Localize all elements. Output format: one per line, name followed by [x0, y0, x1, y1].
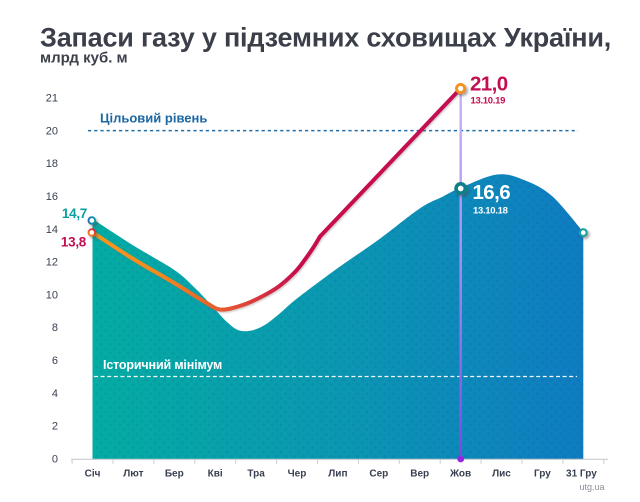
svg-text:14: 14: [46, 224, 58, 236]
svg-text:Жов: Жов: [449, 469, 471, 480]
svg-text:Тра: Тра: [247, 469, 265, 480]
svg-text:4: 4: [52, 388, 58, 400]
svg-text:21,0: 21,0: [470, 73, 508, 96]
svg-text:Гру: Гру: [534, 469, 551, 480]
svg-text:utg.ua: utg.ua: [579, 482, 604, 492]
svg-text:млрд куб. м: млрд куб. м: [40, 50, 128, 67]
svg-text:18: 18: [46, 158, 58, 170]
svg-text:16: 16: [46, 191, 58, 203]
svg-text:Лют: Лют: [123, 469, 143, 480]
svg-text:Лис: Лис: [492, 469, 511, 480]
svg-text:Запаси газу у підземних сховищ: Запаси газу у підземних сховищах України…: [40, 22, 611, 52]
svg-text:Чер: Чер: [288, 469, 307, 480]
svg-text:Лип: Лип: [328, 469, 347, 480]
svg-text:6: 6: [52, 355, 58, 367]
svg-text:16,6: 16,6: [473, 181, 511, 204]
svg-text:Цільовий рівень: Цільовий рівень: [100, 110, 207, 125]
svg-text:Січ: Січ: [85, 469, 101, 480]
svg-text:13.10.18: 13.10.18: [473, 205, 508, 216]
svg-text:20: 20: [46, 125, 58, 137]
svg-text:Бер: Бер: [165, 469, 184, 480]
svg-text:14,7: 14,7: [62, 206, 87, 221]
svg-text:31 Гру: 31 Гру: [566, 469, 597, 480]
svg-text:0: 0: [52, 453, 58, 465]
svg-text:13,8: 13,8: [61, 235, 87, 250]
svg-text:Сер: Сер: [369, 469, 388, 480]
svg-text:Кві: Кві: [208, 469, 223, 480]
svg-text:10: 10: [46, 289, 58, 301]
svg-text:21: 21: [46, 92, 58, 104]
svg-text:Історичний мінімум: Історичний мінімум: [103, 358, 222, 372]
svg-text:Вер: Вер: [410, 469, 429, 480]
svg-text:8: 8: [52, 322, 58, 334]
svg-text:13.10.19: 13.10.19: [471, 96, 506, 107]
svg-text:2: 2: [52, 421, 58, 433]
svg-text:12: 12: [46, 257, 58, 269]
